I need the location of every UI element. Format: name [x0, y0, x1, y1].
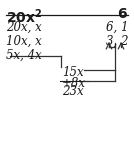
Text: 23x: 23x	[62, 85, 84, 98]
Text: $\mathbf{20x^2}$: $\mathbf{20x^2}$	[6, 7, 42, 26]
Text: 10x, x: 10x, x	[6, 35, 42, 48]
Text: 3, 2: 3, 2	[105, 35, 128, 48]
Text: 15x: 15x	[62, 66, 84, 79]
Text: 5x, 4x: 5x, 4x	[6, 49, 42, 62]
Text: $\mathbf{6}$: $\mathbf{6}$	[117, 7, 128, 21]
Text: +8x: +8x	[62, 77, 86, 90]
Text: 6, 1: 6, 1	[105, 21, 128, 34]
Text: 20x, x: 20x, x	[6, 21, 42, 34]
